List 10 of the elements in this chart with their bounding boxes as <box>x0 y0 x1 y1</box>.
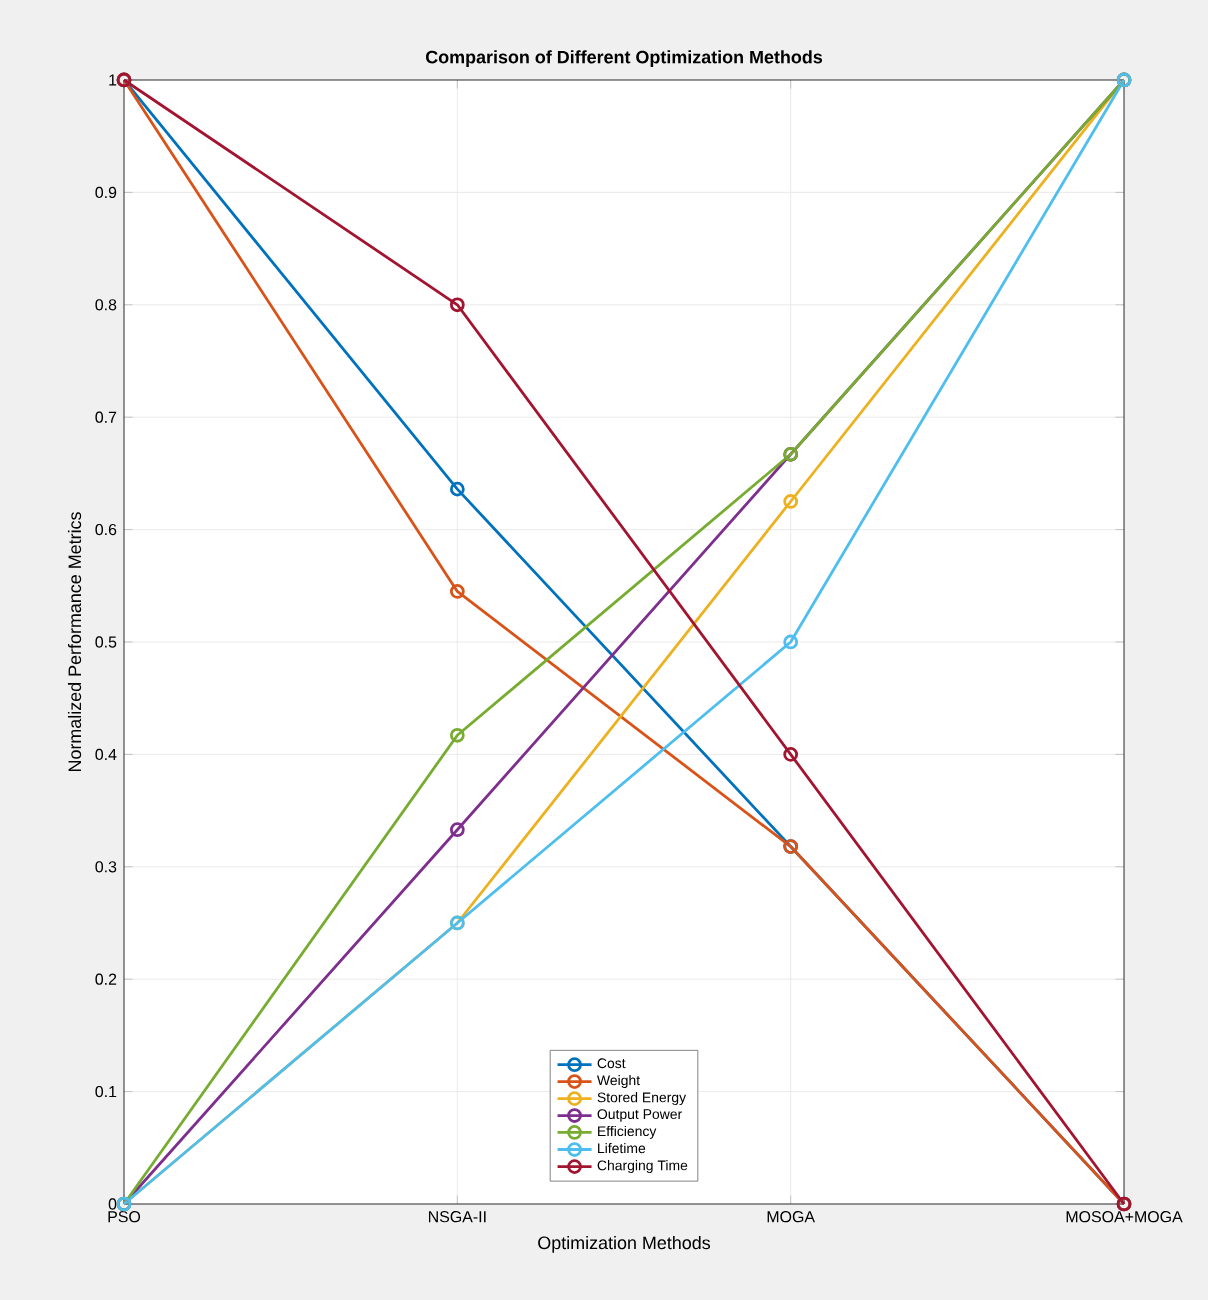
point <box>449 481 465 497</box>
y-axis-title: Normalized Performance Metrics <box>67 512 82 772</box>
point <box>449 584 465 599</box>
point <box>783 747 799 762</box>
x-axis-title: Optimization Methods <box>538 1236 711 1253</box>
point <box>783 494 799 509</box>
point <box>449 297 465 313</box>
point <box>783 634 799 650</box>
point <box>449 822 465 838</box>
chart-title: Comparison of Different Optimization Methods <box>426 50 823 67</box>
